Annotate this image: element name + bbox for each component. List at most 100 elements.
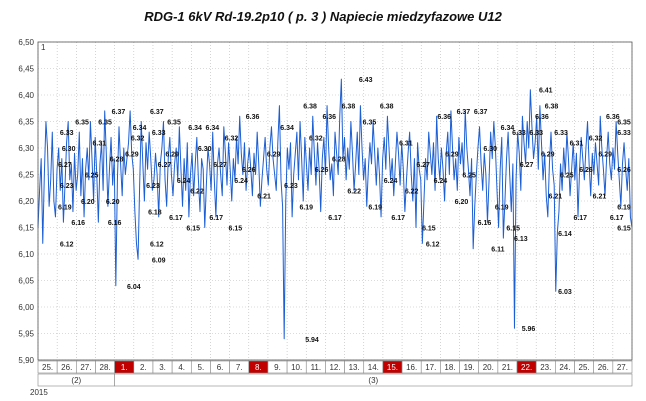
y-tick-label: 6,35 (18, 118, 34, 127)
data-label: 6.14 (558, 231, 572, 238)
data-label: 6.25 (560, 173, 574, 180)
data-label: 6.36 (606, 114, 620, 121)
data-label: 6.17 (391, 215, 405, 222)
data-label: 6.13 (514, 236, 528, 243)
day-label: 18. (444, 363, 455, 372)
day-label: 10. (291, 363, 302, 372)
data-label: 6.22 (405, 188, 419, 195)
series-line (37, 78, 633, 340)
day-label: 28. (100, 363, 111, 372)
data-label: 6.29 (598, 151, 612, 158)
data-label: 6.33 (529, 130, 543, 137)
data-label: 6.26 (617, 167, 631, 174)
data-label: 6.27 (416, 162, 430, 169)
data-label: 6.35 (167, 120, 181, 127)
data-label: 6.19 (58, 204, 72, 211)
day-label: 13. (349, 363, 360, 372)
data-label: 6.28 (332, 157, 346, 164)
data-label: 6.32 (131, 135, 145, 142)
data-label: 6.12 (150, 241, 164, 248)
data-label: 6.17 (328, 215, 342, 222)
data-label: 6.19 (368, 204, 382, 211)
data-label: 6.18 (148, 210, 162, 217)
data-label: 6.31 (570, 141, 584, 148)
day-label: 8. (255, 363, 262, 372)
data-label: 5.94 (305, 337, 319, 344)
data-label: 6.34 (501, 125, 515, 132)
data-label: 6.24 (177, 178, 191, 185)
day-label: 19. (464, 363, 475, 372)
day-label: 17. (425, 363, 436, 372)
data-label: 6.24 (434, 178, 448, 185)
day-label: 22. (521, 363, 532, 372)
data-label: 6.33 (512, 130, 526, 137)
month-cell (114, 373, 633, 387)
data-label: 6.37 (150, 109, 164, 116)
data-label: 6.11 (491, 247, 504, 254)
y-tick-label: 6,05 (18, 277, 34, 286)
data-label: 6.24 (234, 178, 248, 185)
data-label: 6.15 (617, 226, 631, 233)
data-label: 6.26 (315, 167, 329, 174)
data-label: 6.38 (380, 104, 394, 111)
data-label: 6.30 (198, 146, 212, 153)
y-tick-label: 6,25 (18, 171, 34, 180)
data-label: 6.35 (617, 120, 631, 127)
data-label: 6.36 (535, 114, 549, 121)
data-label: 6.31 (399, 141, 413, 148)
data-label: 6.37 (474, 109, 488, 116)
x-axis: 25. 26. 27. 28. 1. 2. 3. 4. 5. 6. 7. 8. 9. 10. 11. 12. 1… (30, 360, 633, 397)
data-label: 6.15 (229, 226, 243, 233)
y-tick-label: 6,15 (18, 224, 34, 233)
data-label: 6.23 (60, 183, 74, 190)
data-label: 6.32 (589, 135, 603, 142)
data-label: 6.17 (169, 215, 183, 222)
data-label: 6.09 (152, 257, 166, 264)
data-label: 6.35 (363, 120, 377, 127)
y-tick-label: 6,30 (18, 144, 34, 153)
y-tick-label: 6,40 (18, 91, 34, 100)
data-label: 6.33 (60, 130, 74, 137)
data-label: 6.31 (93, 141, 107, 148)
data-label: 6.32 (225, 135, 239, 142)
data-label: 6.32 (309, 135, 323, 142)
day-label: 6. (217, 363, 224, 372)
data-label: 6.19 (299, 204, 313, 211)
data-label: 6.29 (267, 151, 281, 158)
day-label: 3. (159, 363, 166, 372)
day-label: 11. (311, 363, 322, 372)
data-label: 5.96 (522, 326, 536, 333)
data-label: 6.34 (188, 125, 202, 132)
day-label: 16. (406, 363, 417, 372)
data-label: 6.25 (462, 173, 476, 180)
data-label: 6.33 (554, 130, 568, 137)
data-label: 6.34 (206, 125, 220, 132)
month-label: (2) (71, 376, 81, 385)
data-label: 6.29 (125, 151, 139, 158)
data-label: 6.41 (539, 88, 553, 95)
data-label: 6.38 (303, 104, 317, 111)
data-label: 6.43 (359, 77, 373, 84)
data-label: 6.15 (422, 226, 436, 233)
data-label: 6.26 (579, 167, 593, 174)
data-label: 6.29 (165, 151, 179, 158)
data-label: 6.03 (558, 289, 572, 296)
day-label: 25. (579, 363, 590, 372)
day-label: 24. (559, 363, 570, 372)
day-label: 1. (121, 363, 128, 372)
data-label: 6.16 (108, 220, 122, 227)
data-label: 6.24 (384, 178, 398, 185)
data-label: 6.36 (322, 114, 336, 121)
data-label: 6.36 (246, 114, 260, 121)
data-label: 6.38 (342, 104, 356, 111)
data-label: 6.27 (158, 162, 172, 169)
data-label: 6.23 (284, 183, 298, 190)
data-label: 6.17 (209, 215, 223, 222)
data-label: 6.35 (98, 120, 112, 127)
data-label: 6.37 (457, 109, 471, 116)
data-label: 6.20 (81, 199, 95, 206)
day-label: 15. (387, 363, 398, 372)
data-label: 6.36 (437, 114, 451, 121)
data-label: 6.19 (617, 204, 631, 211)
day-label: 23. (540, 363, 551, 372)
